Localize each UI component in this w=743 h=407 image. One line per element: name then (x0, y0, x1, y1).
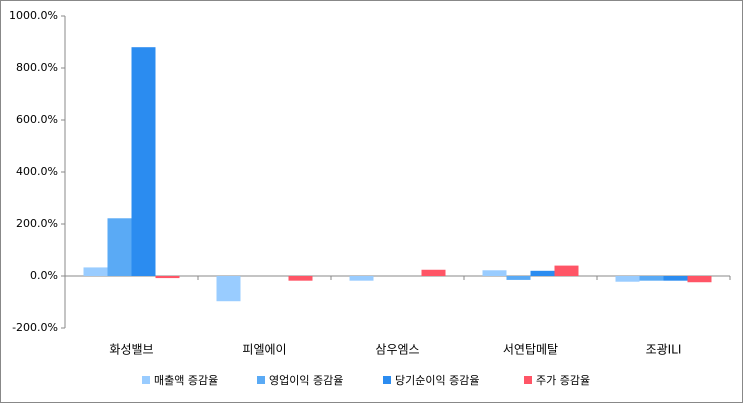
bar (83, 267, 108, 276)
bar (349, 276, 374, 281)
legend-swatch (524, 376, 532, 384)
bar (615, 276, 640, 282)
legend-swatch (383, 376, 391, 384)
bar (131, 47, 156, 277)
legend-swatch (257, 376, 265, 384)
bar (216, 276, 241, 302)
y-tick-label: -200.0% (12, 321, 58, 334)
bar (663, 276, 688, 281)
legend-label: 당기순이익 증감율 (395, 374, 479, 387)
bar (687, 276, 712, 283)
y-tick-label: 600.0% (16, 113, 58, 126)
bar (639, 276, 664, 281)
bar (155, 276, 180, 279)
bar (554, 265, 579, 276)
x-tick-label: 피엘에이 (242, 343, 286, 357)
bar (506, 276, 531, 280)
y-tick-label: 1000.0% (9, 9, 58, 22)
legend-swatch (142, 376, 150, 384)
bar (530, 270, 555, 276)
bar (482, 270, 507, 276)
bar (288, 276, 313, 281)
y-tick-label: 200.0% (16, 217, 58, 230)
y-tick-label: 800.0% (16, 61, 58, 74)
legend-label: 영업이익 증감율 (269, 374, 343, 387)
bar (107, 218, 132, 276)
x-tick-label: 서연탑메탈 (503, 343, 558, 357)
x-tick-label: 조광ILI (646, 343, 682, 357)
bar (421, 269, 446, 276)
legend-label: 주가 증감율 (536, 374, 590, 387)
x-tick-label: 화성밸브 (109, 343, 153, 357)
legend-label: 매출액 증감율 (154, 374, 218, 387)
y-tick-label: 0.0% (30, 269, 58, 282)
y-tick-label: 400.0% (16, 165, 58, 178)
x-tick-label: 삼우엠스 (375, 343, 419, 357)
